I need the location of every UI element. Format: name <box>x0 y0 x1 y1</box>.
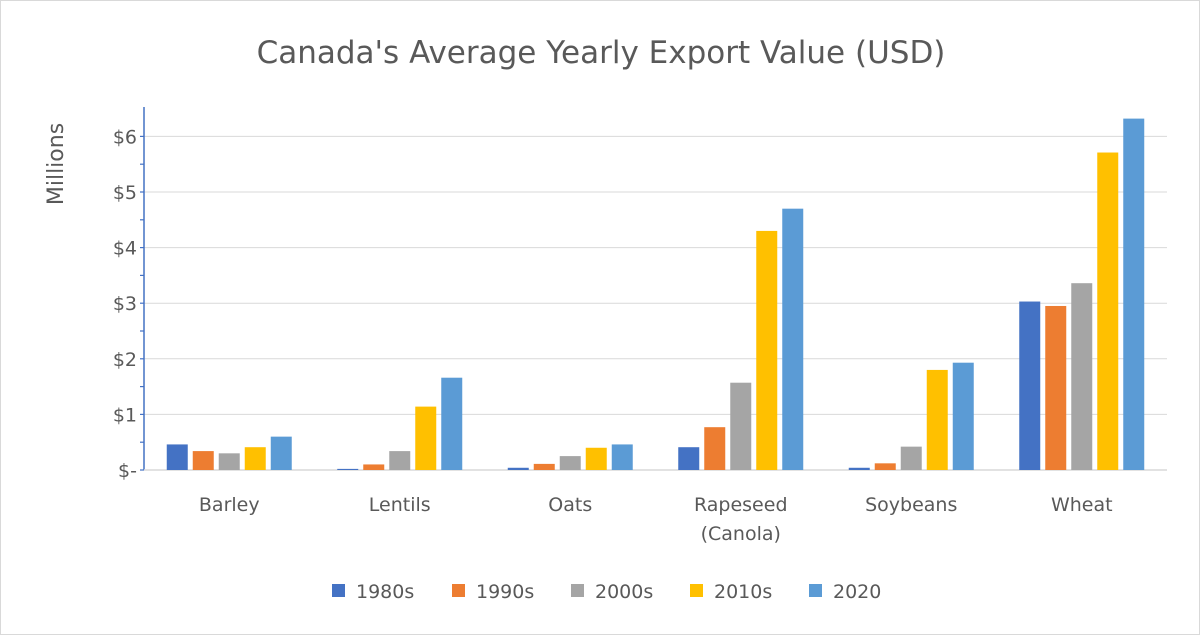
x-tick-label: Wheat <box>1051 494 1113 516</box>
bar <box>756 230 778 470</box>
bar <box>507 467 529 470</box>
bar <box>900 446 922 470</box>
chart-title: Canada's Average Yearly Export Value (US… <box>257 35 946 71</box>
legend-swatch <box>332 584 345 597</box>
bar <box>166 444 188 470</box>
x-tick-label: Rapeseed <box>694 494 788 516</box>
bar <box>585 447 607 470</box>
bar <box>218 453 240 470</box>
bar <box>533 463 555 470</box>
legend-swatch <box>571 584 584 597</box>
bar <box>704 427 726 470</box>
legend-label: 2020 <box>833 581 881 603</box>
x-tick-label: Barley <box>199 494 260 516</box>
gridlines <box>144 135 1167 415</box>
legend-label: 2000s <box>595 581 653 603</box>
legend-swatch <box>690 584 703 597</box>
bar <box>1123 118 1145 470</box>
bar <box>415 406 437 470</box>
x-tick-label: (Canola) <box>701 523 781 545</box>
legend-swatch <box>809 584 822 597</box>
bar <box>389 451 411 470</box>
bar <box>678 447 700 470</box>
bar <box>337 468 359 470</box>
y-tick-label: $4 <box>113 238 137 260</box>
bars <box>166 118 1145 471</box>
y-tick-label: $2 <box>113 349 137 371</box>
bar <box>192 451 214 470</box>
axes <box>140 107 1167 471</box>
bar <box>363 464 385 470</box>
legend-label: 1990s <box>476 581 534 603</box>
x-tick-label: Oats <box>548 494 592 516</box>
legend-swatch <box>452 584 465 597</box>
x-tick-label: Soybeans <box>865 494 957 516</box>
legend-label: 1980s <box>356 581 414 603</box>
x-tick-label: Lentils <box>369 494 431 516</box>
y-tick-label: $6 <box>113 126 137 148</box>
y-tick-label: $3 <box>113 293 137 315</box>
bar <box>270 436 292 470</box>
bar <box>874 463 896 470</box>
bar <box>1019 301 1041 470</box>
bar <box>244 447 266 470</box>
bar <box>1071 283 1093 470</box>
y-tick-label: $- <box>118 460 137 482</box>
y-tick-label: $5 <box>113 182 137 204</box>
y-tick-label: $1 <box>113 404 137 426</box>
bar <box>441 377 463 470</box>
bar <box>848 467 870 470</box>
bar <box>952 362 974 470</box>
tick-labels: $- $1 $2 $3 $4 $5 $6 Barley Lentils Oats Rapeseed (… <box>113 126 1113 545</box>
y-axis-label: Millions <box>44 123 69 205</box>
legend: 1980s 1990s 2000s 2010s 2020 <box>332 581 881 603</box>
bar <box>1045 305 1067 470</box>
bar <box>730 382 752 470</box>
bar <box>559 456 581 470</box>
bar <box>782 208 804 470</box>
bar <box>611 444 633 470</box>
bar <box>926 369 948 470</box>
legend-label: 2010s <box>714 581 772 603</box>
bar <box>1097 152 1119 471</box>
